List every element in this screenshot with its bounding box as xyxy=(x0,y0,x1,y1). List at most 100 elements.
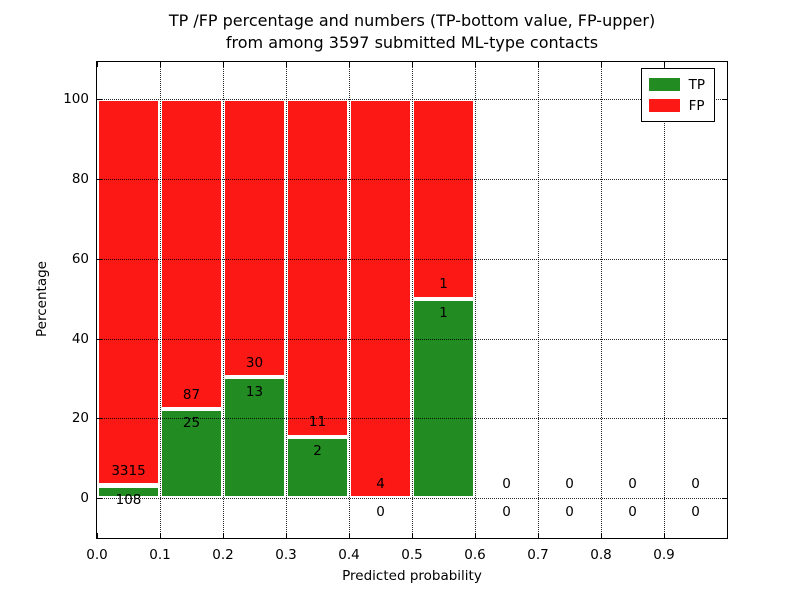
y-tick-mark xyxy=(97,338,102,340)
x-tick-mark xyxy=(97,62,98,67)
x-tick-label: 0.2 xyxy=(212,547,234,563)
fp-count-label: 87 xyxy=(182,386,201,403)
fp-count-label: 0 xyxy=(502,475,511,492)
y-tick-mark xyxy=(722,338,727,340)
x-tick-mark xyxy=(349,533,350,538)
y-tick-mark xyxy=(97,498,102,500)
x-tick-mark xyxy=(475,62,476,67)
x-tick-mark xyxy=(601,62,602,67)
x-tick-mark xyxy=(538,62,539,67)
chart-title-line2: from among 3597 submitted ML-type contac… xyxy=(225,33,599,52)
y-tick-label: 100 xyxy=(63,91,89,108)
tp-count-label: 0 xyxy=(691,504,700,521)
bar-tp-segment xyxy=(286,436,349,499)
gridline-vertical xyxy=(160,62,161,538)
legend-entry-fp: FP xyxy=(648,95,705,116)
bar-tp-segment xyxy=(412,298,475,499)
gridline-vertical xyxy=(601,62,602,538)
y-tick-mark xyxy=(722,418,727,420)
x-tick-label: 0.0 xyxy=(86,547,108,563)
x-tick-mark xyxy=(412,533,413,538)
x-tick-label: 0.3 xyxy=(275,547,297,563)
plot-area: TP FP 3315 108 87 25 30 13 11 2 4 0 1 1 0 0 0 0 0 0 0 0 xyxy=(96,61,728,539)
fp-count-label: 0 xyxy=(565,475,574,492)
x-tick-label: 0.9 xyxy=(653,547,675,563)
tp-count-label: 0 xyxy=(376,504,385,521)
tp-count-label: 108 xyxy=(115,491,142,508)
x-tick-mark xyxy=(475,533,476,538)
bar-fp-segment xyxy=(223,99,286,378)
fp-count-label: 1 xyxy=(439,276,448,293)
legend-entry-tp: TP xyxy=(648,74,705,95)
fp-count-label: 11 xyxy=(308,414,327,431)
y-axis-label: Percentage xyxy=(34,261,50,337)
gridline-vertical xyxy=(664,62,665,538)
x-tick-mark xyxy=(664,62,665,67)
y-tick-mark xyxy=(722,178,727,180)
x-tick-label: 0.4 xyxy=(338,547,360,563)
fp-count-label: 3315 xyxy=(111,463,146,480)
x-tick-mark xyxy=(223,533,224,538)
y-tick-mark xyxy=(97,99,102,101)
y-tick-label: 0 xyxy=(80,490,89,507)
y-tick-mark xyxy=(722,498,727,500)
y-tick-label: 40 xyxy=(71,330,89,347)
x-tick-mark xyxy=(601,533,602,538)
bar-fp-segment xyxy=(349,99,412,499)
tp-count-label: 13 xyxy=(245,383,264,400)
x-tick-mark xyxy=(97,533,98,538)
tp-count-label: 0 xyxy=(502,504,511,521)
tp-count-label: 2 xyxy=(313,443,322,460)
bar-fp-segment xyxy=(160,99,223,410)
tp-count-label: 0 xyxy=(565,504,574,521)
chart-title-line1: TP /FP percentage and numbers (TP-bottom… xyxy=(168,11,656,30)
bar-fp-segment xyxy=(286,99,349,437)
y-tick-mark xyxy=(722,99,727,101)
y-tick-mark xyxy=(97,258,102,260)
y-tick-label: 60 xyxy=(71,250,89,267)
legend-swatch-tp xyxy=(648,78,680,91)
tp-count-label: 0 xyxy=(628,504,637,521)
x-tick-mark xyxy=(286,533,287,538)
gridline-vertical xyxy=(223,62,224,538)
gridline-vertical xyxy=(475,62,476,538)
bar-tp-segment xyxy=(97,485,160,499)
x-tick-mark xyxy=(538,533,539,538)
fp-count-label: 0 xyxy=(691,475,700,492)
gridline-vertical xyxy=(286,62,287,538)
x-tick-mark xyxy=(349,62,350,67)
x-tick-mark xyxy=(286,62,287,67)
x-tick-mark xyxy=(412,62,413,67)
tp-count-label: 25 xyxy=(182,415,201,432)
gridline-vertical xyxy=(538,62,539,538)
bar-tp-segment xyxy=(160,409,223,499)
bar-fp-segment xyxy=(97,99,160,486)
y-tick-mark xyxy=(97,178,102,180)
gridline-vertical xyxy=(349,62,350,538)
fp-count-label: 30 xyxy=(245,355,264,372)
x-tick-mark xyxy=(160,62,161,67)
x-tick-label: 0.1 xyxy=(149,547,171,563)
x-axis-label: Predicted probability xyxy=(342,568,482,584)
y-tick-label: 20 xyxy=(71,410,89,427)
fp-count-label: 0 xyxy=(628,475,637,492)
bar-fp-segment xyxy=(412,99,475,299)
x-tick-mark xyxy=(160,533,161,538)
bar-tp-segment xyxy=(223,377,286,499)
legend-label-fp: FP xyxy=(688,97,705,114)
x-tick-label: 0.6 xyxy=(464,547,486,563)
legend-swatch-fp xyxy=(648,99,680,112)
x-tick-label: 0.7 xyxy=(527,547,549,563)
legend: TP FP xyxy=(640,68,715,122)
y-tick-label: 80 xyxy=(71,170,89,187)
gridline-vertical xyxy=(412,62,413,538)
y-tick-mark xyxy=(722,258,727,260)
x-tick-mark xyxy=(223,62,224,67)
legend-label-tp: TP xyxy=(688,76,705,93)
x-tick-label: 0.8 xyxy=(590,547,612,563)
tp-count-label: 1 xyxy=(439,304,448,321)
y-tick-mark xyxy=(97,418,102,420)
chart-title: TP /FP percentage and numbers (TP-bottom… xyxy=(97,10,727,54)
x-tick-mark xyxy=(664,533,665,538)
